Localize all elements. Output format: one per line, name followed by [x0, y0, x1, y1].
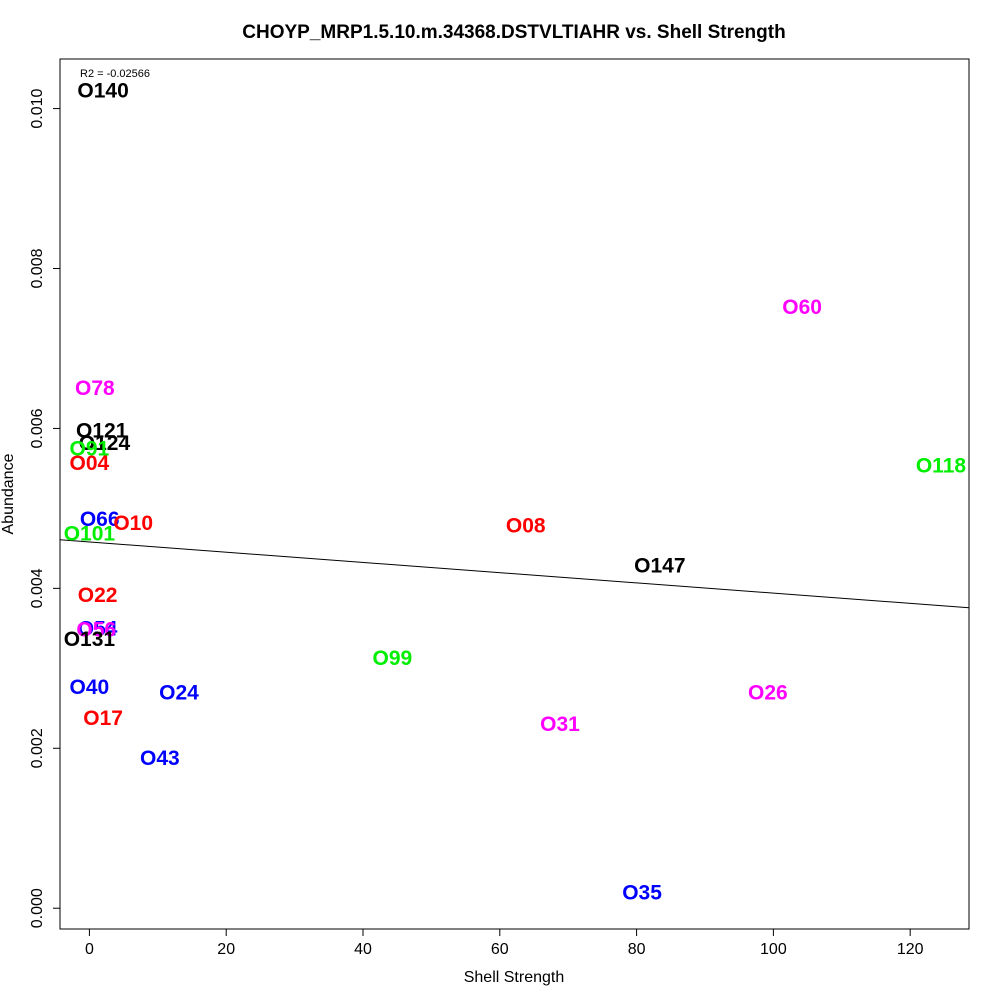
point-label-o22: O22 [78, 584, 118, 607]
y-axis: 0.000 0.002 0.004 0.006 0.008 0.010 [29, 88, 61, 928]
y-tick-label: 0.000 [29, 888, 46, 928]
y-tick-label: 0.010 [29, 88, 46, 128]
point-label-o24: O24 [159, 682, 199, 705]
point-label-o17: O17 [83, 707, 123, 730]
point-label-o31: O31 [540, 713, 580, 736]
point-label-o118: O118 [916, 455, 967, 478]
point-label-o56: O56 [76, 618, 116, 641]
point-label-o78: O78 [75, 377, 115, 400]
point-label-o121: O121 [76, 419, 128, 442]
x-tick-label: 20 [217, 941, 235, 958]
point-label-o35: O35 [622, 882, 662, 905]
y-tick-label: 0.004 [29, 568, 46, 608]
point-label-o124: O124 [79, 432, 131, 455]
chart-title: CHOYP_MRP1.5.10.m.34368.DSTVLTIAHR vs. S… [242, 22, 785, 43]
x-tick-label: 60 [491, 941, 509, 958]
point-label-o147: O147 [634, 554, 685, 577]
point-label-o08: O08 [506, 514, 546, 537]
regression-line [59, 539, 970, 609]
y-tick-label: 0.008 [29, 248, 46, 288]
x-tick-label: 100 [760, 941, 787, 958]
y-axis-title: Abundance [0, 453, 17, 534]
x-tick-label: 80 [628, 941, 646, 958]
x-axis: 0 20 40 60 80 100 120 [85, 928, 924, 958]
plot-frame [59, 58, 970, 930]
y-tick-label: 0.006 [29, 408, 46, 448]
r2-annotation: R2 = -0.02566 [80, 68, 150, 80]
point-label-o04: O04 [70, 452, 110, 475]
point-label-o60: O60 [782, 296, 822, 319]
point-label-o66: O66 [80, 508, 120, 531]
point-label-o40: O40 [70, 676, 110, 699]
point-label-o91: O91 [70, 438, 110, 461]
point-label-o99: O99 [373, 647, 413, 670]
point-label-o10: O10 [113, 512, 153, 535]
x-tick-label: 0 [85, 941, 94, 958]
point-label-o54: O54 [78, 618, 118, 641]
point-label-o101: O101 [64, 522, 116, 545]
point-label-o43: O43 [140, 747, 180, 770]
point-label-o140: O140 [77, 79, 128, 102]
point-label-o26: O26 [748, 682, 788, 705]
y-tick-label: 0.002 [29, 728, 46, 768]
x-tick-label: 40 [354, 941, 372, 958]
x-tick-label: 120 [897, 941, 924, 958]
x-axis-title: Shell Strength [464, 969, 565, 986]
point-label-o131: O131 [64, 628, 116, 651]
